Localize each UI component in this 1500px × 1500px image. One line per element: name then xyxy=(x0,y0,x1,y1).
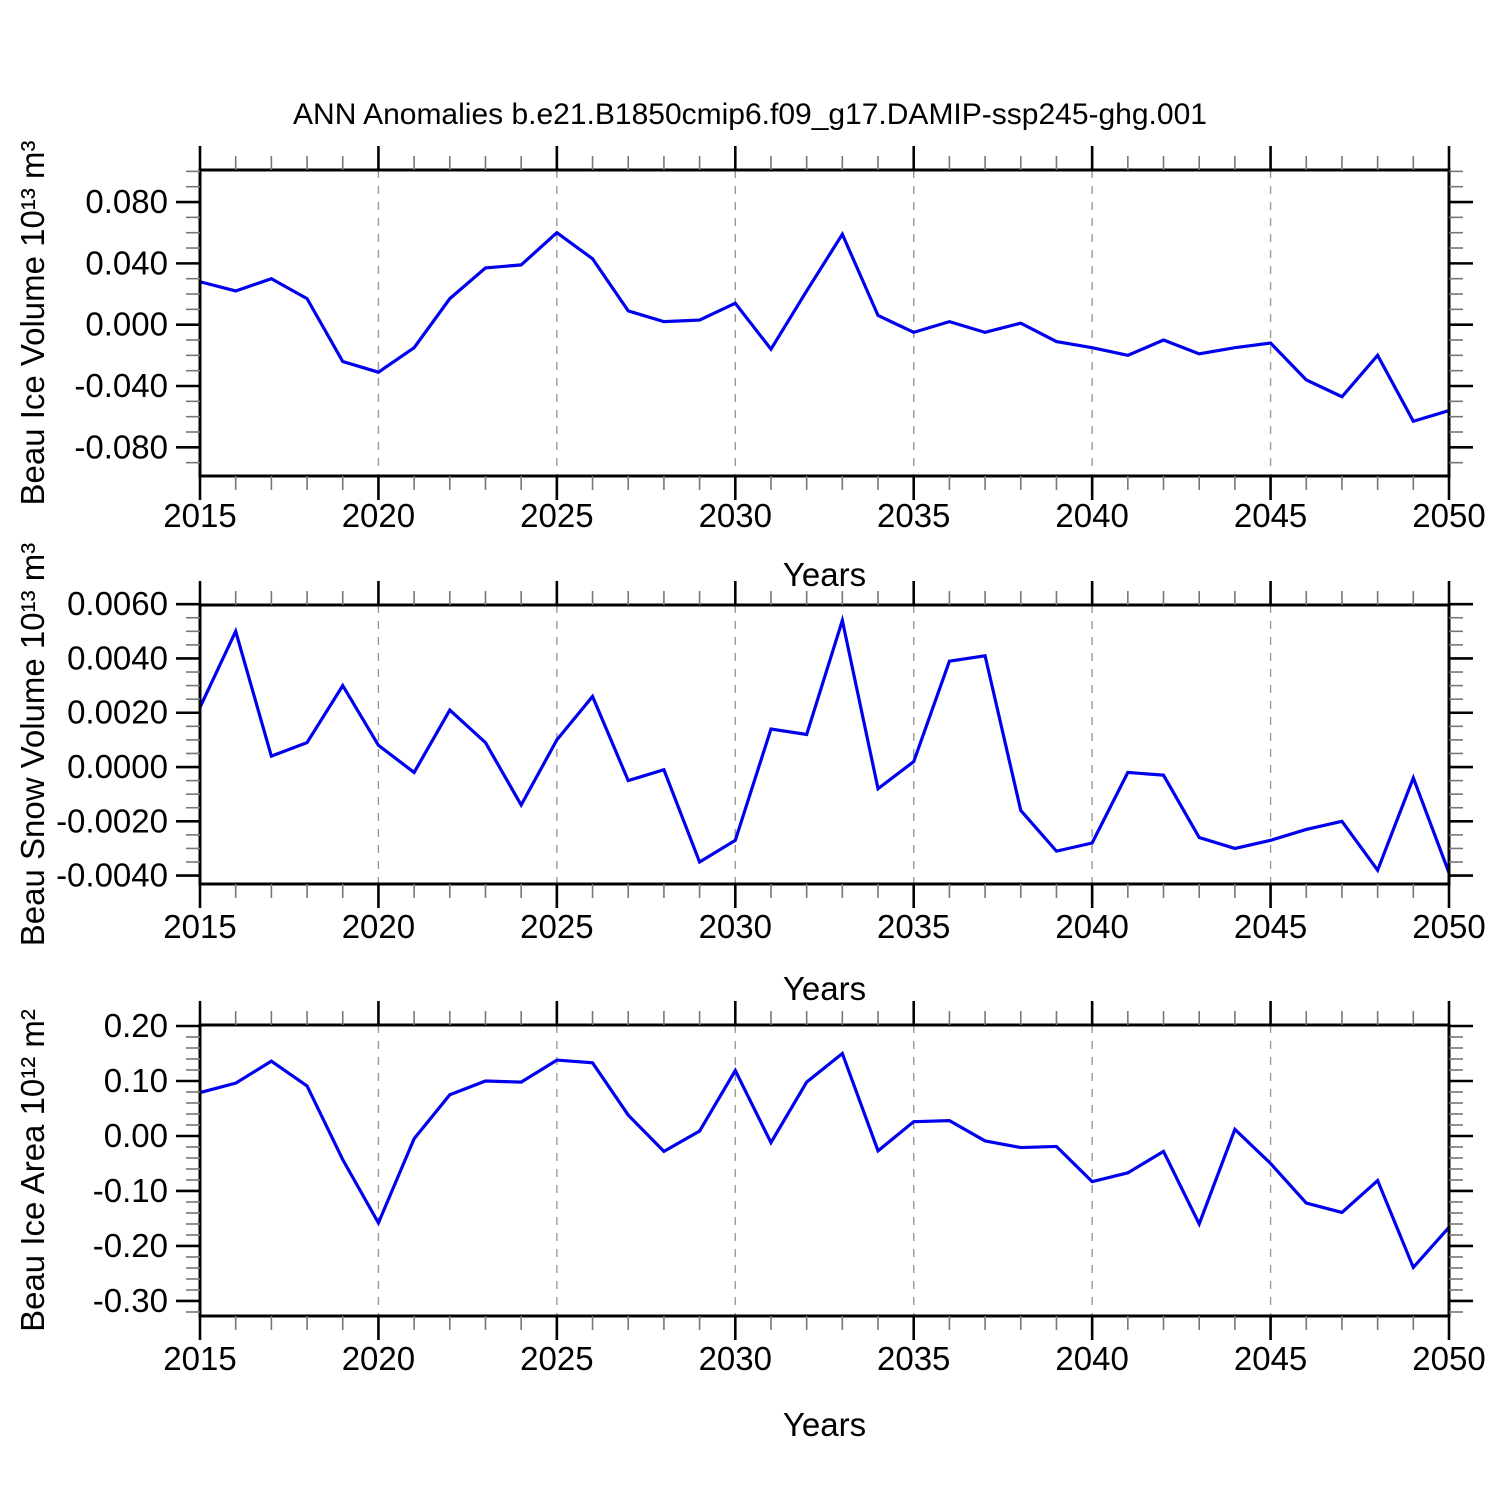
axis-text: 2015 xyxy=(163,1340,236,1377)
axis-text: 0.0040 xyxy=(67,639,168,676)
axis-text: -0.10 xyxy=(93,1172,168,1209)
axis-text: 0.080 xyxy=(85,183,168,220)
y-axis-label: Beau Ice Area 10¹² m² xyxy=(14,1009,51,1332)
axis-text: 2040 xyxy=(1055,908,1128,945)
axis-text: 0.0000 xyxy=(67,748,168,785)
axis-text: -0.0040 xyxy=(56,857,168,894)
axis-text: 2050 xyxy=(1412,908,1485,945)
axis-text: 2035 xyxy=(877,497,950,534)
y-axis-label: Beau Snow Volume 10¹³ m³ xyxy=(14,543,51,947)
axis-text: 2015 xyxy=(163,908,236,945)
axis-text: 0.0060 xyxy=(67,585,168,622)
axis-text: 2040 xyxy=(1055,1340,1128,1377)
axis-text: -0.20 xyxy=(93,1227,168,1264)
beau-snow-volume-chart: 2015 2020 2025 2030 2035 2040 2045 2050 0.0060 0.… xyxy=(14,543,1486,1007)
axis-text: -0.0020 xyxy=(56,802,168,839)
axis-text: 2020 xyxy=(342,908,415,945)
beau-ice-volume-chart: 2015 2020 2025 2030 2035 2040 2045 2050 0.080 0.0… xyxy=(14,140,1486,593)
axis-text: -0.30 xyxy=(93,1282,168,1319)
axis-text: 2020 xyxy=(342,497,415,534)
x-axis-label: Years xyxy=(783,1406,866,1443)
y-axis-label: Beau Ice Volume 10¹³ m³ xyxy=(14,140,51,505)
axis-text: 0.040 xyxy=(85,244,168,281)
axis-text: 2025 xyxy=(520,908,593,945)
plot-frame xyxy=(198,168,1451,478)
beau-ice-area-series-line xyxy=(199,1050,1451,1271)
beau-ice-area-chart: 2015 2020 2025 2030 2035 2040 2045 2050 0.20 0.10… xyxy=(14,1001,1486,1443)
axis-text: 2030 xyxy=(699,497,772,534)
axis-text: 2035 xyxy=(877,908,950,945)
axis-text: 0.000 xyxy=(85,306,168,343)
axis-text: -0.080 xyxy=(74,428,168,465)
axis-text: 0.20 xyxy=(104,1007,168,1044)
axis-text: 2030 xyxy=(699,908,772,945)
plot-frame xyxy=(198,1023,1451,1318)
axis-text: -0.040 xyxy=(74,367,168,404)
axis-text: 2025 xyxy=(520,497,593,534)
axis-text: 2050 xyxy=(1412,497,1485,534)
axis-text: 2040 xyxy=(1055,497,1128,534)
axis-text: 2025 xyxy=(520,1340,593,1377)
axis-text: 0.00 xyxy=(104,1117,168,1154)
axis-text: 2035 xyxy=(877,1340,950,1377)
axis-text: 0.0020 xyxy=(67,694,168,731)
axis-text: 2050 xyxy=(1412,1340,1485,1377)
page-title: ANN Anomalies b.e21.B1850cmip6.f09_g17.D… xyxy=(293,98,1207,131)
axis-text: 0.10 xyxy=(104,1062,168,1099)
beau-ice-volume-series-line xyxy=(199,230,1450,424)
axis-text: 2045 xyxy=(1234,497,1307,534)
beau-snow-volume-series-line xyxy=(198,614,1451,874)
plot-frame xyxy=(198,603,1451,886)
axis-text: 2045 xyxy=(1234,1340,1307,1377)
x-axis-label: Years xyxy=(783,970,866,1007)
x-axis-label: Years xyxy=(783,556,866,593)
axis-text: 2030 xyxy=(699,1340,772,1377)
axis-text: 2020 xyxy=(342,1340,415,1377)
axis-text: 2015 xyxy=(163,497,236,534)
axis-text: 2045 xyxy=(1234,908,1307,945)
